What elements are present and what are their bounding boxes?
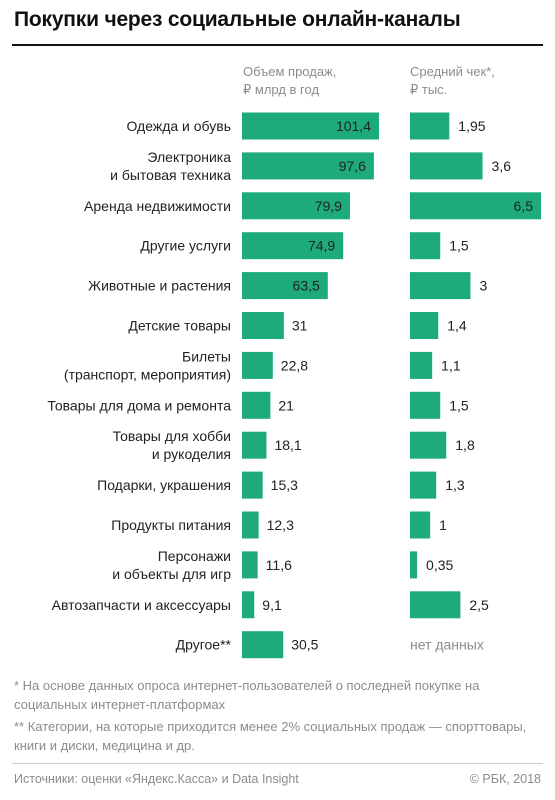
category-label: Одежда и обувь — [126, 118, 231, 134]
check-value-label: 2,5 — [469, 597, 489, 613]
sales-bar — [242, 431, 267, 459]
check-value-label: 1 — [439, 517, 447, 533]
check-bar — [410, 511, 431, 539]
footnote-2: ** Категории, на которые приходится мене… — [14, 719, 527, 753]
sales-bar — [242, 591, 255, 619]
footer-divider — [12, 763, 543, 764]
sales-value-label: 101,4 — [336, 118, 371, 134]
check-bar — [410, 192, 541, 220]
sales-value-label: 18,1 — [274, 437, 301, 453]
footnotes: * На основе данных опроса интернет-польз… — [14, 676, 534, 758]
check-value-label: 3,6 — [492, 158, 512, 174]
sales-bar — [242, 112, 379, 140]
sales-value-label: 74,9 — [308, 238, 335, 254]
sales-value-label: 21 — [278, 397, 294, 413]
check-value-label: 3 — [479, 278, 487, 294]
check-header-line-2: ₽ тыс. — [410, 82, 448, 97]
sales-header-line-1: Объем продаж, — [243, 64, 337, 79]
sales-value-label: 63,5 — [293, 278, 320, 294]
category-label-line-1: Электроника — [147, 149, 231, 165]
sales-value-label: 9,1 — [262, 597, 282, 613]
category-label-line-2: и бытовая техника — [110, 167, 231, 183]
category-label-line-2: и рукоделия — [152, 446, 231, 462]
sales-column-header: Объем продаж, ₽ млрд в год — [243, 63, 336, 99]
sales-value-label: 12,3 — [267, 517, 294, 533]
check-bar — [410, 272, 471, 300]
source-note: Источники: оценки «Яндекс.Касса» и Data … — [14, 772, 299, 786]
sales-bar — [242, 631, 284, 659]
check-header-line-1: Средний чек*, — [410, 64, 495, 79]
title-divider — [12, 44, 543, 46]
sales-value-label: 15,3 — [271, 477, 298, 493]
check-bar — [410, 312, 439, 339]
check-value-label: 1,3 — [445, 477, 465, 493]
check-value-label: 1,95 — [458, 118, 485, 134]
check-value-label: 1,5 — [449, 397, 469, 413]
category-label-line-1: Товары для хобби — [113, 428, 231, 444]
check-column-header: Средний чек*, ₽ тыс. — [410, 63, 495, 99]
sales-bar — [242, 152, 374, 180]
category-label: Подарки, украшения — [97, 477, 231, 493]
check-bar — [410, 551, 418, 579]
sales-bar — [242, 471, 263, 499]
sales-bar — [242, 351, 273, 379]
category-label-line-1: Билеты — [182, 348, 231, 364]
sales-bar — [242, 232, 344, 260]
footnote-1: * На основе данных опроса интернет-польз… — [14, 678, 480, 712]
check-value-label: 1,8 — [455, 437, 475, 453]
sales-value-label: 11,6 — [266, 557, 292, 573]
category-label: Товары для дома и ремонта — [47, 397, 231, 413]
category-label: Животные и растения — [88, 278, 231, 294]
sales-value-label: 30,5 — [291, 637, 318, 653]
check-bar — [410, 391, 441, 419]
category-label: Другие услуги — [140, 238, 231, 254]
sales-value-label: 97,6 — [339, 158, 366, 174]
check-bar — [410, 351, 433, 379]
check-bar — [410, 591, 461, 619]
check-value-label: 0,35 — [426, 557, 453, 573]
check-no-data-label: нет данных — [410, 637, 484, 653]
category-label-line-1: Персонажи — [158, 548, 231, 564]
sales-value-label: 31 — [292, 318, 308, 334]
check-bar — [410, 112, 450, 140]
category-label: Автозапчасти и аксессуары — [52, 597, 231, 613]
sales-bar — [242, 272, 328, 300]
sales-bar — [242, 391, 271, 419]
sales-bar — [242, 511, 259, 539]
category-label: Аренда недвижимости — [84, 198, 231, 214]
check-value-label: 1,4 — [447, 318, 467, 334]
copyright: © РБК, 2018 — [469, 772, 541, 786]
check-bar — [410, 431, 447, 459]
check-value-label: 6,5 — [514, 198, 534, 214]
chart-title: Покупки через социальные онлайн-каналы — [14, 8, 461, 31]
category-label-line-2: (транспорт, мероприятия) — [64, 366, 231, 382]
sales-header-line-2: ₽ млрд в год — [243, 82, 320, 97]
check-bar — [410, 152, 483, 180]
category-label: Другое** — [176, 637, 232, 653]
check-bar — [410, 232, 441, 260]
category-label: Продукты питания — [111, 517, 231, 533]
sales-bar — [242, 551, 258, 579]
sales-value-label: 22,8 — [281, 357, 308, 373]
check-bar — [410, 471, 437, 499]
sales-bar — [242, 192, 350, 220]
sales-value-label: 79,9 — [315, 198, 342, 214]
check-value-label: 1,5 — [449, 238, 469, 254]
category-label: Детские товары — [128, 318, 231, 334]
category-label-line-2: и объекты для игр — [112, 566, 231, 582]
sales-bar — [242, 312, 284, 339]
check-value-label: 1,1 — [441, 357, 461, 373]
